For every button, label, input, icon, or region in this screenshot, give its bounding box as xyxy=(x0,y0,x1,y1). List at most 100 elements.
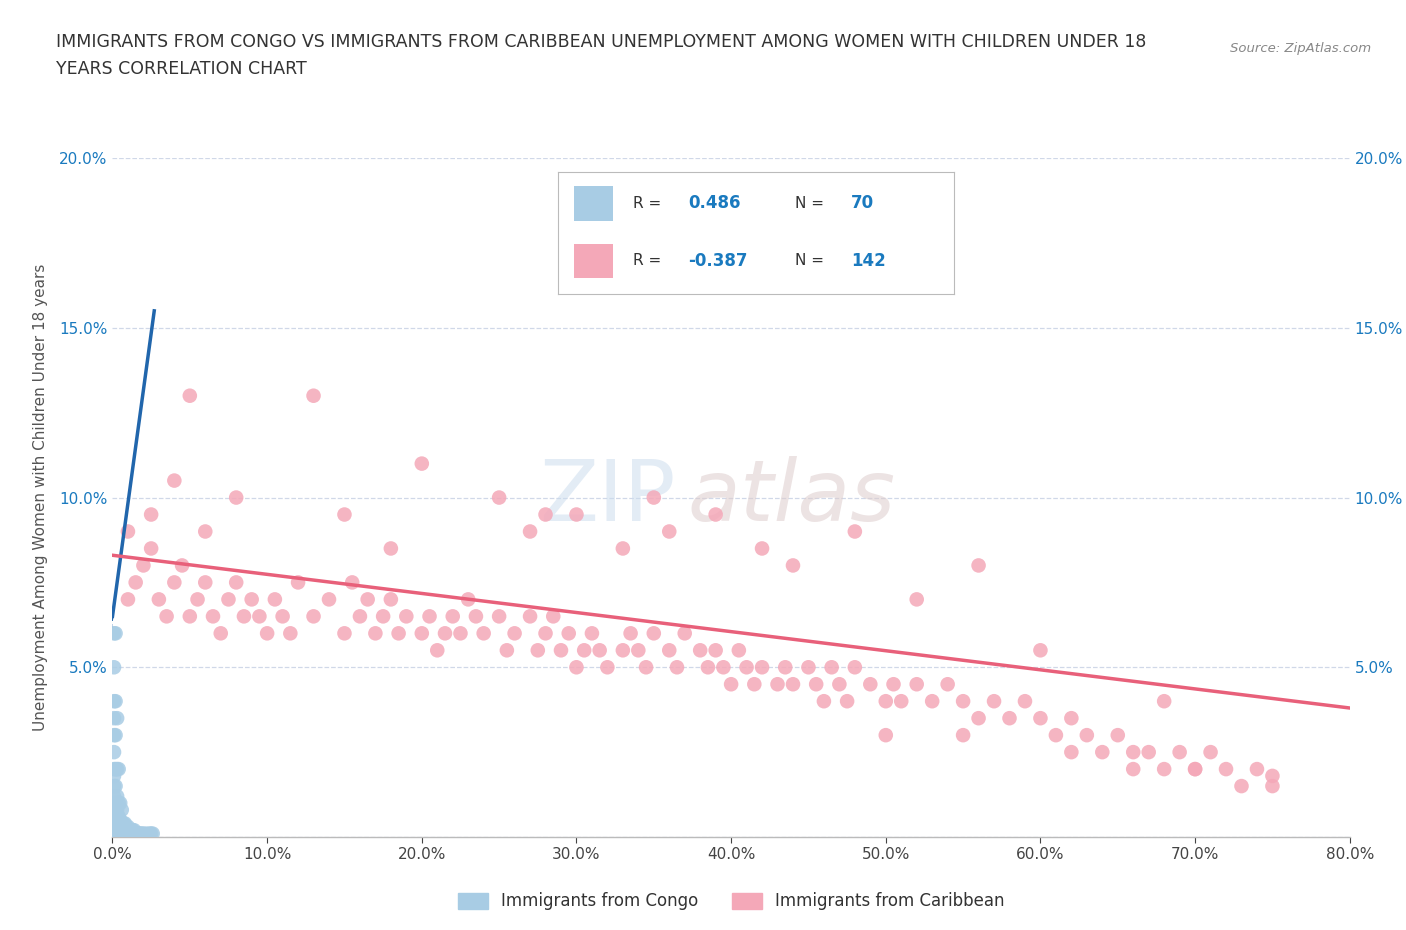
Point xyxy=(225,490,247,505)
Point xyxy=(728,643,751,658)
Point xyxy=(124,575,148,590)
Point xyxy=(105,711,128,725)
Point xyxy=(875,727,897,742)
Point xyxy=(735,660,758,675)
Point xyxy=(122,823,145,838)
Point xyxy=(103,778,125,793)
Point xyxy=(112,816,135,830)
Point xyxy=(132,826,155,841)
Point xyxy=(612,643,634,658)
Point xyxy=(952,727,974,742)
Point xyxy=(550,643,572,658)
Point xyxy=(128,826,150,841)
Point xyxy=(111,816,134,830)
Point xyxy=(751,541,773,556)
Text: YEARS CORRELATION CHART: YEARS CORRELATION CHART xyxy=(56,60,307,78)
Point xyxy=(1076,727,1098,742)
Point xyxy=(103,694,125,709)
Point xyxy=(519,609,541,624)
Point xyxy=(503,626,526,641)
Point xyxy=(107,762,129,777)
Point xyxy=(1261,778,1284,793)
Point xyxy=(256,626,278,641)
Point xyxy=(371,609,394,624)
Point xyxy=(742,677,765,692)
Point xyxy=(103,823,125,838)
Point xyxy=(103,768,125,783)
Point xyxy=(411,457,433,472)
Text: Source: ZipAtlas.com: Source: ZipAtlas.com xyxy=(1230,42,1371,55)
Point xyxy=(172,558,194,573)
Point xyxy=(148,592,170,607)
Text: IMMIGRANTS FROM CONGO VS IMMIGRANTS FROM CARIBBEAN UNEMPLOYMENT AMONG WOMEN WITH: IMMIGRANTS FROM CONGO VS IMMIGRANTS FROM… xyxy=(56,33,1147,50)
Point xyxy=(581,626,603,641)
Point xyxy=(114,826,136,841)
Point xyxy=(905,592,928,607)
Point xyxy=(634,660,657,675)
Point xyxy=(1230,778,1253,793)
Point xyxy=(704,643,727,658)
Point xyxy=(565,660,588,675)
Point xyxy=(720,677,742,692)
Point xyxy=(103,626,125,641)
Point xyxy=(163,473,186,488)
Point xyxy=(1199,745,1222,760)
Point xyxy=(844,660,866,675)
Point xyxy=(131,826,153,841)
Point xyxy=(441,609,464,624)
Point xyxy=(120,823,142,838)
Point xyxy=(875,694,897,709)
Point xyxy=(103,809,125,824)
Point xyxy=(643,490,665,505)
Point xyxy=(797,660,820,675)
Point xyxy=(804,677,827,692)
Point xyxy=(240,592,263,607)
Point xyxy=(983,694,1005,709)
Point xyxy=(464,609,488,624)
Text: atlas: atlas xyxy=(688,456,896,539)
Point xyxy=(103,819,125,834)
Point xyxy=(107,796,129,811)
Point xyxy=(104,727,127,742)
Point xyxy=(773,660,796,675)
Point xyxy=(103,796,125,811)
Point xyxy=(111,803,134,817)
Point xyxy=(411,626,433,641)
Point xyxy=(105,819,128,834)
Point xyxy=(1137,745,1160,760)
Point xyxy=(209,626,232,641)
Point xyxy=(103,745,125,760)
Point xyxy=(967,558,990,573)
Point xyxy=(921,694,943,709)
Point xyxy=(107,826,129,841)
Point xyxy=(132,558,155,573)
Point xyxy=(142,826,165,841)
Point xyxy=(105,762,128,777)
Point xyxy=(619,626,641,641)
Point xyxy=(104,796,127,811)
Point xyxy=(141,507,163,522)
Point xyxy=(766,677,789,692)
Point xyxy=(543,609,565,624)
Point xyxy=(1153,762,1175,777)
Point xyxy=(103,711,125,725)
Point xyxy=(107,819,129,834)
Point xyxy=(202,609,225,624)
Point xyxy=(565,507,588,522)
Point xyxy=(114,816,136,830)
Point xyxy=(596,660,619,675)
Point xyxy=(103,816,125,830)
Point xyxy=(689,643,711,658)
Point xyxy=(395,609,418,624)
Point xyxy=(782,558,804,573)
Point xyxy=(103,762,125,777)
Point xyxy=(433,626,456,641)
Point xyxy=(488,490,510,505)
Point xyxy=(1107,727,1129,742)
Point xyxy=(1045,727,1067,742)
Point xyxy=(1246,762,1268,777)
Point xyxy=(105,789,128,804)
Point xyxy=(104,762,127,777)
Point xyxy=(1215,762,1237,777)
Point xyxy=(450,626,472,641)
